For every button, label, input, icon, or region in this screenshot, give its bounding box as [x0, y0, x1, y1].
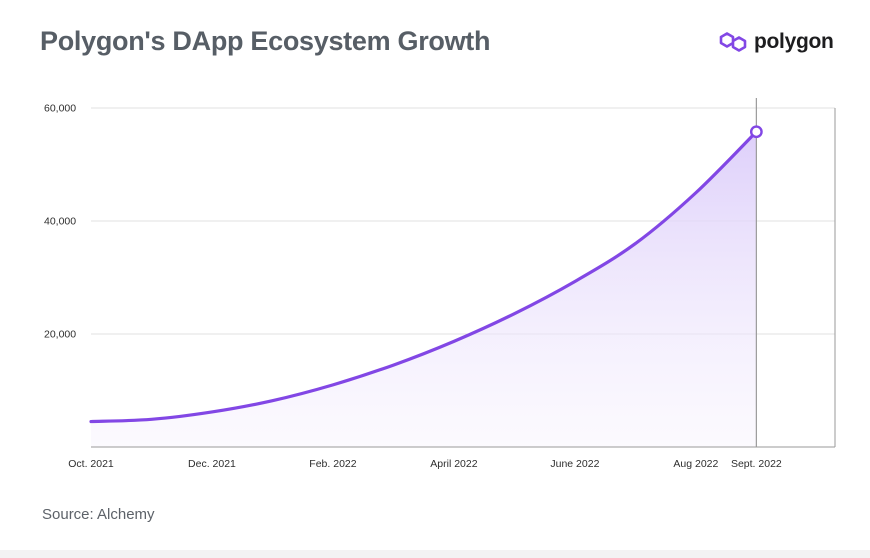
x-tick-label: Sept. 2022	[731, 458, 782, 470]
chart-title: Polygon's DApp Ecosystem Growth	[40, 26, 491, 56]
source-note: Source: Alchemy	[42, 506, 155, 523]
chart: 20,000 40,000 60,000 Oct. 2021 Dec. 2021 Feb.…	[44, 98, 836, 470]
x-tick-label: Oct. 2021	[68, 458, 114, 470]
x-tick-label: Aug 2022	[673, 458, 718, 470]
polygon-logo-icon	[719, 32, 747, 52]
y-tick-label: 20,000	[44, 329, 76, 341]
highlight-point	[749, 125, 763, 139]
polygon-logo: polygon	[718, 30, 834, 54]
x-tick-label: June 2022	[550, 458, 599, 470]
x-tick-label: Dec. 2021	[188, 458, 236, 470]
series-line	[89, 130, 758, 424]
x-tick-label: April 2022	[430, 458, 477, 470]
y-tick-label: 60,000	[44, 103, 76, 115]
logo-text: polygon	[754, 30, 834, 53]
bottom-strip	[0, 550, 870, 558]
y-tick-label: 40,000	[44, 216, 76, 228]
series-area-fill	[91, 131, 757, 448]
x-tick-label: Feb. 2022	[309, 458, 356, 470]
